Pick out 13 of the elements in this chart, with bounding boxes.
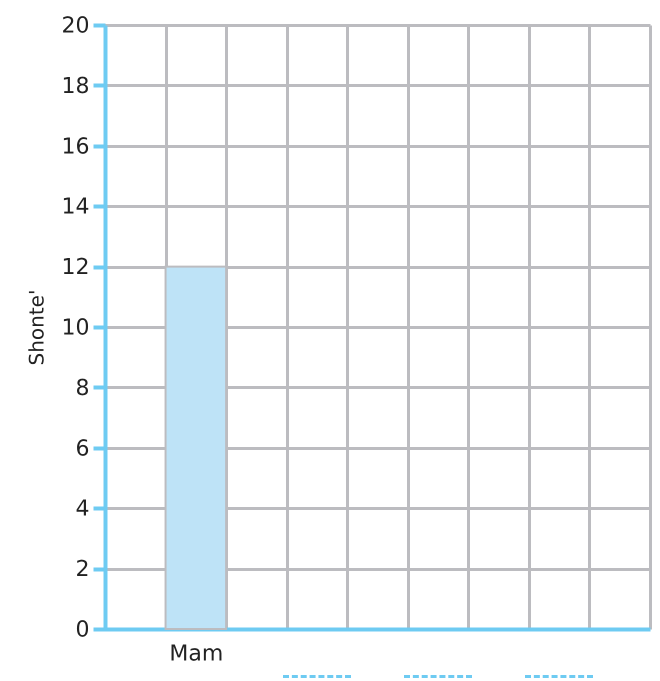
y-tick-label: 2 [76, 557, 90, 582]
y-tick-label: 16 [62, 134, 90, 160]
y-tick-label: 8 [76, 376, 90, 401]
y-tick-label: 20 [62, 14, 90, 38]
y-tick-label: 0 [76, 618, 90, 642]
y-tick-label: 10 [62, 316, 90, 340]
y-tick-label: 14 [62, 194, 90, 220]
y-axis-title: Shonte' [24, 290, 49, 366]
y-tick-label: 12 [62, 255, 90, 280]
y-tick-label: 6 [76, 436, 90, 462]
y-tick-label: 18 [62, 74, 90, 99]
y-tick-label: 4 [76, 496, 90, 522]
x-tick-label: Mam [169, 642, 224, 666]
